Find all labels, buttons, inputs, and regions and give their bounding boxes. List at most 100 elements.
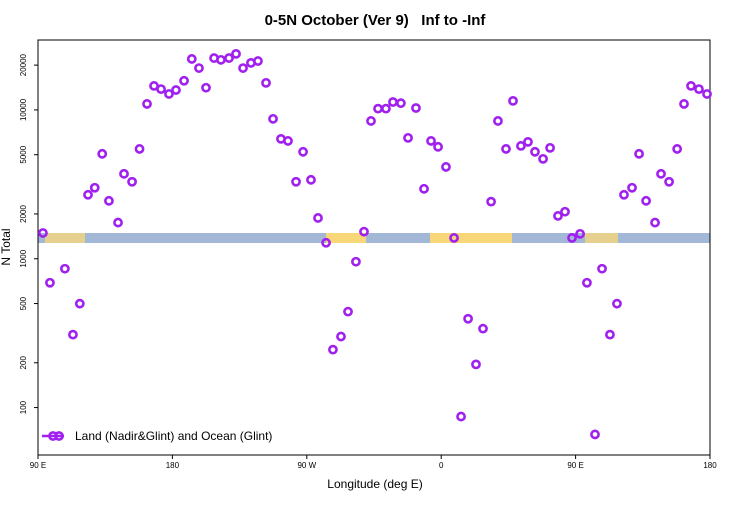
data-point [516, 141, 526, 151]
x-axis-label: Longitude (deg E) [327, 477, 422, 491]
data-point [328, 344, 338, 355]
data-point [530, 146, 540, 157]
chart-title: 0-5N October (Ver 9) Inf to -Inf [265, 12, 487, 29]
data-point [501, 144, 511, 154]
data-point [268, 113, 278, 124]
y-axis-label: N Total [0, 228, 13, 265]
y-tick-label: 100 [19, 400, 28, 414]
data-point [336, 331, 346, 342]
data-point [694, 84, 704, 95]
data-point [395, 98, 406, 109]
data-point [619, 189, 629, 200]
data-point [567, 233, 577, 243]
data-point [560, 206, 570, 217]
data-point [597, 263, 607, 274]
data-point [664, 176, 674, 187]
y-tick-label: 5000 [19, 145, 28, 163]
data-point [74, 298, 85, 309]
legend-marker [54, 431, 64, 441]
data-point [164, 89, 174, 99]
data-point [313, 213, 323, 223]
data-point [171, 85, 181, 95]
data-point [441, 162, 451, 172]
data-point [627, 182, 637, 193]
data-point [403, 132, 413, 143]
data-point [612, 298, 622, 309]
legend-label: Land (Nadir&Glint) and Ocean (Glint) [75, 429, 272, 443]
data-point [59, 263, 70, 274]
data-point [298, 146, 308, 157]
x-tick-label: 90 E [30, 461, 46, 470]
data-point [486, 196, 496, 207]
x-tick-label: 180 [703, 461, 717, 470]
x-tick-label: 90 W [297, 461, 316, 470]
surface-band [38, 233, 710, 243]
data-point [679, 99, 689, 109]
data-point [194, 63, 204, 73]
data-point [426, 136, 436, 146]
data-point [306, 174, 316, 185]
data-point [471, 359, 481, 370]
data-point [373, 103, 383, 114]
data-point [38, 228, 48, 238]
data-point [201, 82, 211, 93]
data-point [283, 136, 293, 146]
data-point [545, 142, 555, 153]
data-point [411, 103, 421, 113]
data-point [553, 211, 563, 221]
data-point [68, 329, 78, 340]
data-point [478, 323, 488, 334]
y-tick-label: 20000 [19, 53, 28, 76]
data-point [582, 277, 592, 288]
x-tick-label: 180 [166, 461, 180, 470]
data-point [83, 189, 93, 200]
data-point [463, 313, 473, 324]
data-point [656, 168, 666, 179]
data-point [702, 89, 712, 99]
data-point [351, 256, 361, 267]
data-point [253, 56, 263, 66]
data-point [113, 217, 123, 228]
data-point [186, 54, 197, 64]
data-point [456, 411, 466, 422]
data-point [238, 63, 248, 73]
data-point [45, 277, 55, 288]
data-point [634, 148, 644, 159]
data-point [216, 54, 226, 65]
data-point [419, 183, 429, 194]
data-point [605, 329, 615, 340]
data-point [104, 195, 114, 206]
data-point [343, 306, 353, 317]
data-point [433, 141, 443, 152]
y-tick-label: 500 [19, 296, 28, 310]
x-tick-label: 90 E [567, 461, 583, 470]
data-point [449, 233, 459, 243]
data-point [538, 153, 548, 164]
data-point [89, 182, 100, 193]
data-point [261, 77, 271, 88]
plot-frame [37, 39, 711, 456]
y-tick-label: 1000 [19, 249, 28, 267]
data-point [650, 217, 660, 228]
data-point [366, 116, 376, 126]
data-point [493, 116, 503, 126]
data-point [686, 81, 696, 91]
data-point [321, 237, 331, 248]
data-point [97, 148, 108, 159]
data-point [231, 48, 241, 59]
data-point [134, 144, 145, 154]
data-point [381, 103, 391, 114]
y-tick-label: 200 [19, 356, 28, 370]
data-point [291, 176, 301, 187]
data-point [508, 95, 518, 106]
data-point [672, 144, 683, 154]
data-point [127, 176, 137, 187]
data-point [142, 99, 152, 109]
y-tick-label: 2000 [19, 204, 28, 222]
data-point [119, 168, 129, 179]
data-point [575, 228, 585, 239]
data-point [388, 97, 398, 107]
data-point [523, 136, 533, 147]
data-point [590, 429, 600, 440]
